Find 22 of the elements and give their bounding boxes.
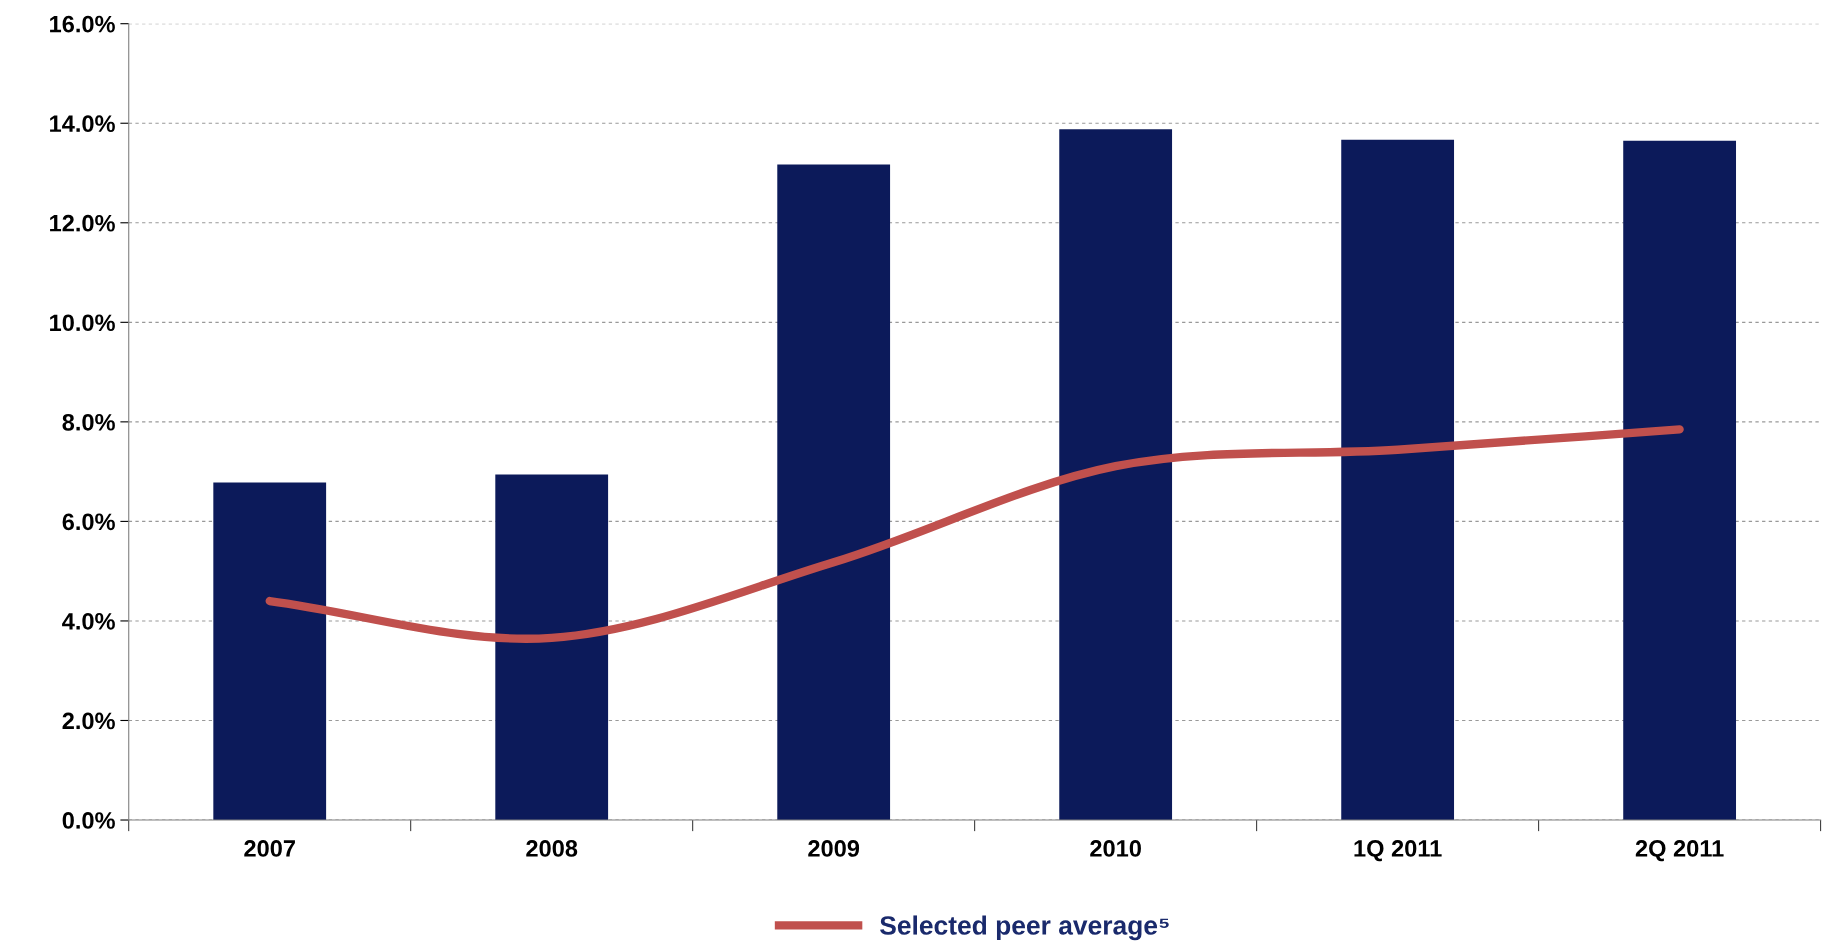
y-tick-label: 10.0% (50, 314, 115, 332)
bar (1059, 129, 1173, 821)
x-tick-label: 2009 (808, 840, 860, 857)
y-tick-label: 8.0% (62, 413, 115, 431)
bar (1623, 140, 1737, 821)
bar (1341, 139, 1455, 821)
x-tick-label: 2008 (526, 840, 578, 857)
x-tick-label: 2007 (244, 840, 295, 857)
bar (213, 482, 327, 821)
x-tick-label: 2Q 2011 (1635, 840, 1724, 862)
x-tick-label: 2010 (1090, 840, 1141, 857)
y-tick-label: 2.0% (62, 712, 115, 730)
y-tick-label: 12.0% (50, 214, 115, 232)
y-tick-label: 6.0% (62, 513, 115, 531)
y-tick-label: 14.0% (50, 115, 115, 133)
y-tick-label: 16.0% (50, 15, 115, 33)
legend-label: Selected peer average⁵ (880, 915, 1169, 941)
y-tick-label: 0.0% (62, 812, 115, 829)
bar (777, 164, 891, 821)
x-tick-label: 1Q 2011 (1354, 840, 1442, 862)
bar (495, 474, 609, 821)
y-tick-label: 4.0% (62, 613, 115, 630)
